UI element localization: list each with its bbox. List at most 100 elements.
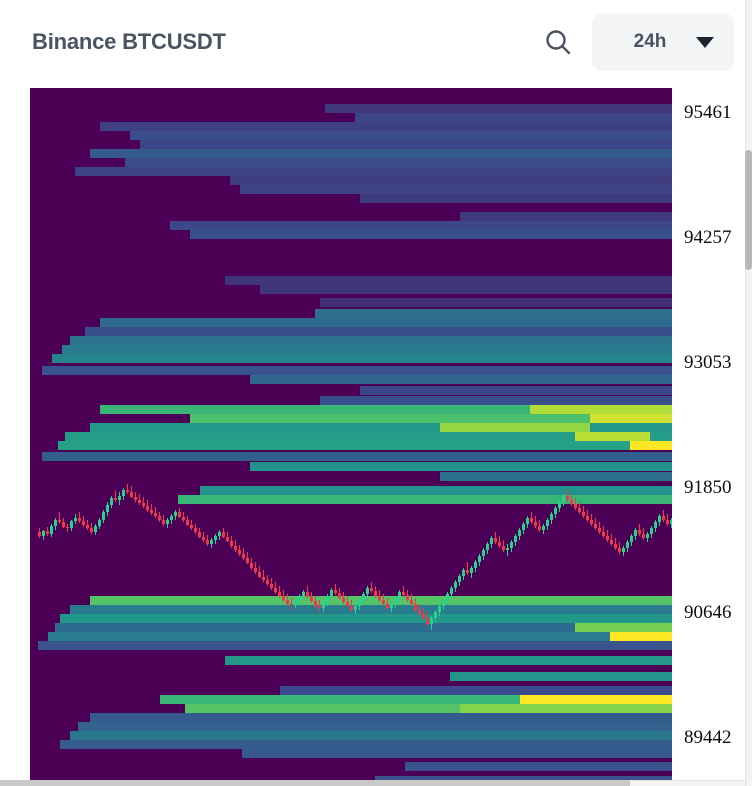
candle-body (62, 522, 65, 527)
candle-body (266, 580, 269, 584)
candle-body (262, 577, 265, 580)
candle-body (370, 588, 373, 591)
candle-wick (143, 497, 144, 508)
candle-body (422, 614, 425, 618)
heatmap-hotspot (440, 423, 590, 432)
candle-body (434, 612, 437, 618)
candle-body (406, 595, 409, 600)
candle-body (338, 593, 341, 598)
candle-body (458, 576, 461, 582)
heatmap-row (90, 149, 672, 158)
candle-wick (151, 504, 152, 515)
candle-body (526, 518, 529, 524)
heatmap-row (70, 731, 672, 740)
heatmap-row (355, 113, 672, 122)
candle-body (130, 492, 133, 497)
candle-body (58, 520, 61, 522)
candle-body (298, 596, 301, 600)
timeframe-dropdown[interactable]: 24h (592, 13, 734, 71)
heatmap-row (70, 605, 672, 614)
candle-body (86, 525, 89, 528)
horizontal-scrollbar-thumb[interactable] (0, 780, 630, 786)
heatmap-hotspot (575, 432, 650, 441)
vertical-scrollbar-thumb[interactable] (745, 150, 752, 270)
candle-body (534, 522, 537, 526)
candle-body (462, 570, 465, 576)
candle-body (662, 516, 665, 520)
heatmap-row (130, 131, 672, 140)
heatmap-row (260, 285, 672, 294)
heatmap-row (250, 375, 672, 384)
heatmap-row (450, 672, 672, 681)
candle-body (378, 596, 381, 600)
candle-body (522, 524, 525, 530)
heatmap-row (360, 194, 672, 203)
candle-body (590, 520, 593, 524)
candle-body (418, 610, 421, 614)
heatmap-row (60, 740, 672, 749)
candle-body (150, 510, 153, 513)
price-axis-tick: 95461 (684, 102, 732, 123)
heatmap-row (242, 749, 672, 758)
candle-body (242, 554, 245, 558)
candle-body (74, 518, 77, 521)
candle-body (454, 582, 457, 588)
candle-body (214, 536, 217, 540)
candle-body (286, 600, 289, 604)
heatmap-hotspot (460, 704, 672, 713)
vertical-scrollbar-track[interactable] (745, 0, 752, 786)
candle-body (322, 602, 325, 608)
candle-body (326, 596, 329, 602)
candle-body (450, 588, 453, 594)
heatmap-row (100, 318, 672, 327)
candle-body (518, 530, 521, 536)
heatmap-row (360, 386, 672, 395)
candle-body (306, 592, 309, 597)
candle-body (54, 520, 57, 526)
candle-body (178, 512, 181, 517)
candle-body (342, 598, 345, 602)
candle-body (478, 556, 481, 562)
candle-body (618, 548, 621, 552)
candle-body (362, 594, 365, 600)
candle-body (598, 528, 601, 532)
candle-body (206, 540, 209, 544)
candle-body (646, 534, 649, 538)
candle-body (414, 604, 417, 610)
price-axis-tick: 94257 (684, 227, 732, 248)
candle-body (38, 532, 41, 536)
candle-body (530, 518, 533, 522)
heatmap-row (460, 212, 672, 221)
heatmap-hotspot (610, 632, 672, 641)
candle-body (346, 602, 349, 606)
candle-body (382, 600, 385, 604)
candle-body (606, 536, 609, 540)
candle-body (222, 532, 225, 537)
candle-body (630, 536, 633, 542)
candle-body (42, 531, 45, 536)
liquidity-heatmap-chart[interactable] (30, 88, 672, 786)
candle-body (234, 546, 237, 550)
heatmap-row (55, 623, 672, 632)
candle-body (386, 604, 389, 608)
candle-body (302, 592, 305, 596)
heatmap-row (100, 122, 672, 131)
candle-body (174, 512, 177, 516)
candle-body (46, 531, 49, 534)
candle-body (114, 498, 117, 500)
heatmap-row (125, 158, 672, 167)
candle-body (366, 588, 369, 594)
candle-body (546, 520, 549, 526)
candle-body (230, 541, 233, 546)
candle-body (446, 594, 449, 600)
candle-body (50, 526, 53, 534)
search-button[interactable] (536, 20, 580, 64)
heatmap-row (225, 276, 672, 285)
candle-body (430, 618, 433, 624)
candle-body (514, 536, 517, 542)
candle-wick (139, 494, 140, 505)
horizontal-scrollbar-track[interactable] (0, 780, 745, 786)
heatmap-row (78, 722, 672, 731)
candle-wick (371, 582, 372, 593)
candle-body (438, 606, 441, 612)
